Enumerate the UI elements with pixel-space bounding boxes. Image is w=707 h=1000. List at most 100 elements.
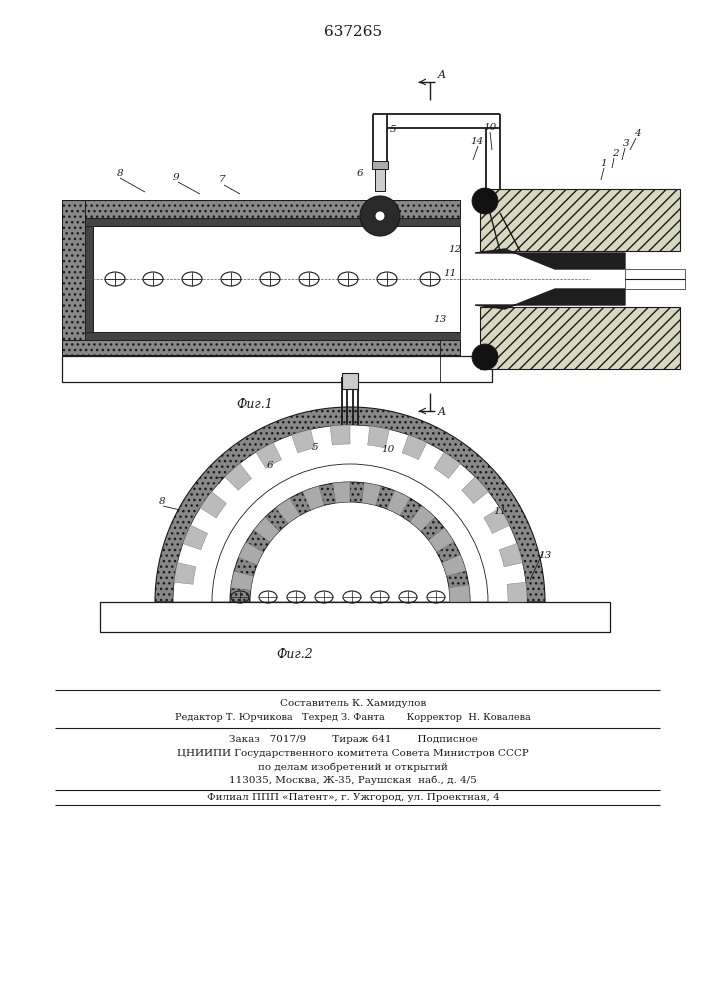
- Text: 11: 11: [493, 508, 507, 516]
- Text: по делам изобретений и открытий: по делам изобретений и открытий: [258, 762, 448, 772]
- Wedge shape: [291, 429, 315, 453]
- Text: Заказ   7017/9        Тираж 641        Подписное: Заказ 7017/9 Тираж 641 Подписное: [228, 736, 477, 744]
- Bar: [93, 226, 460, 332]
- Wedge shape: [209, 514, 350, 602]
- Text: 6: 6: [267, 460, 274, 470]
- Text: 14: 14: [470, 137, 484, 146]
- Bar: [62, 356, 492, 382]
- Wedge shape: [501, 548, 522, 571]
- Text: ЦНИИПИ Государственного комитета Совета Министров СССР: ЦНИИПИ Государственного комитета Совета …: [177, 750, 529, 758]
- Wedge shape: [368, 426, 390, 448]
- Wedge shape: [393, 434, 417, 456]
- Wedge shape: [484, 508, 510, 533]
- Wedge shape: [194, 505, 218, 530]
- Text: 10: 10: [484, 123, 496, 132]
- Wedge shape: [238, 542, 264, 565]
- Wedge shape: [301, 447, 350, 602]
- Text: 113035, Москва, Ж-35, Раушская  наб., д. 4/5: 113035, Москва, Ж-35, Раушская наб., д. …: [229, 775, 477, 785]
- Text: A - A: A - A: [336, 432, 364, 444]
- Polygon shape: [475, 249, 625, 269]
- Wedge shape: [350, 450, 411, 602]
- Wedge shape: [350, 444, 381, 602]
- Wedge shape: [276, 498, 300, 523]
- Wedge shape: [273, 456, 350, 602]
- Wedge shape: [488, 516, 512, 542]
- Wedge shape: [256, 443, 281, 468]
- Text: 13: 13: [538, 550, 551, 560]
- Bar: [100, 602, 610, 632]
- Wedge shape: [174, 563, 196, 584]
- Wedge shape: [236, 456, 262, 482]
- Wedge shape: [213, 478, 238, 504]
- Circle shape: [360, 196, 400, 236]
- Bar: [62, 200, 460, 218]
- Wedge shape: [350, 478, 462, 602]
- Text: 637265: 637265: [324, 25, 382, 39]
- Text: 3: 3: [623, 139, 629, 148]
- Wedge shape: [173, 425, 527, 602]
- Text: Фиг.1: Фиг.1: [237, 398, 274, 412]
- Wedge shape: [247, 471, 350, 602]
- Wedge shape: [225, 464, 252, 490]
- Wedge shape: [226, 490, 350, 602]
- Wedge shape: [183, 525, 208, 550]
- Wedge shape: [192, 571, 350, 602]
- Text: 10: 10: [381, 446, 395, 454]
- Wedge shape: [332, 444, 350, 602]
- Wedge shape: [182, 535, 204, 559]
- Bar: [85, 332, 460, 340]
- Text: 8: 8: [117, 169, 123, 178]
- Wedge shape: [350, 499, 481, 602]
- Text: 4: 4: [633, 129, 641, 138]
- Wedge shape: [449, 585, 470, 602]
- Wedge shape: [175, 568, 195, 590]
- Wedge shape: [350, 461, 438, 602]
- Wedge shape: [434, 452, 460, 478]
- Wedge shape: [362, 483, 381, 505]
- Wedge shape: [192, 444, 508, 602]
- Text: A: A: [438, 407, 446, 417]
- Wedge shape: [387, 491, 410, 515]
- Bar: [85, 218, 460, 226]
- Text: A: A: [438, 70, 446, 80]
- Wedge shape: [507, 581, 525, 602]
- Wedge shape: [155, 407, 545, 602]
- Text: 7: 7: [216, 478, 223, 487]
- Text: 6: 6: [357, 169, 363, 178]
- Wedge shape: [410, 506, 435, 531]
- Bar: [480, 189, 680, 251]
- Bar: [342, 373, 358, 389]
- Wedge shape: [330, 425, 350, 445]
- Bar: [372, 161, 388, 169]
- Text: Составитель К. Хамидулов: Составитель К. Хамидулов: [280, 698, 426, 708]
- Wedge shape: [428, 528, 454, 552]
- Bar: [62, 200, 85, 355]
- Wedge shape: [350, 525, 496, 602]
- Bar: [480, 307, 680, 369]
- Wedge shape: [470, 488, 496, 514]
- Text: 12: 12: [448, 244, 462, 253]
- Text: 5: 5: [390, 125, 397, 134]
- Wedge shape: [254, 517, 279, 542]
- Text: Редактор Т. Юрчикова   Техред З. Фанта       Корректор  Н. Ковалева: Редактор Т. Юрчикова Техред З. Фанта Кор…: [175, 712, 531, 722]
- Bar: [62, 340, 460, 355]
- Wedge shape: [175, 427, 525, 602]
- Wedge shape: [303, 486, 324, 510]
- Text: 9: 9: [173, 172, 180, 182]
- Wedge shape: [363, 428, 384, 447]
- Text: 13: 13: [433, 316, 447, 324]
- Wedge shape: [333, 482, 350, 503]
- Wedge shape: [250, 502, 450, 602]
- Text: 8: 8: [158, 497, 165, 506]
- Wedge shape: [212, 464, 488, 602]
- Circle shape: [472, 344, 498, 370]
- Text: 11: 11: [443, 268, 457, 277]
- Bar: [375, 169, 385, 191]
- Text: 7: 7: [218, 176, 226, 184]
- Wedge shape: [499, 544, 522, 567]
- Wedge shape: [264, 440, 290, 464]
- Wedge shape: [422, 446, 448, 471]
- Text: Филиал ППП «Патент», г. Ужгород, ул. Проектная, 4: Филиал ППП «Патент», г. Ужгород, ул. Про…: [206, 794, 499, 802]
- Bar: [625, 269, 685, 289]
- Wedge shape: [442, 555, 466, 576]
